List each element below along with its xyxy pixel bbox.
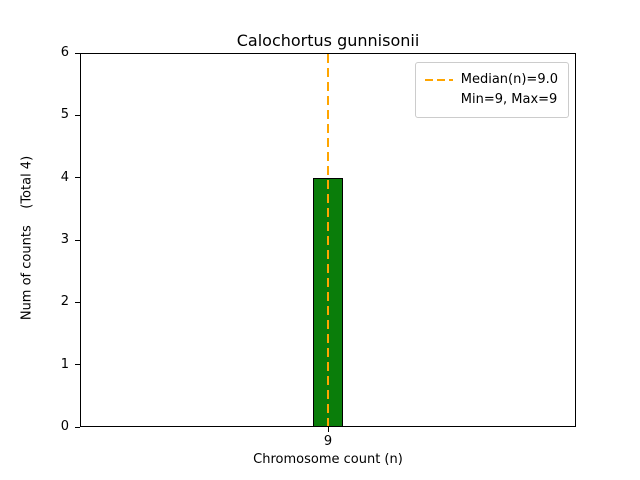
- y-tick-mark: [75, 114, 80, 116]
- y-tick-label: 1: [60, 356, 69, 372]
- y-axis-label: Num of counts (Total 4): [19, 155, 35, 321]
- legend-row: Min=9, Max=9: [425, 90, 558, 110]
- x-axis: 9: [80, 427, 576, 461]
- y-tick-mark: [75, 177, 80, 179]
- y-tick-mark: [75, 301, 80, 303]
- y-tick-label: 2: [60, 294, 69, 310]
- plot-area: Median(n)=9.0 Min=9, Max=9: [80, 53, 576, 427]
- y-tick-label: 6: [60, 45, 69, 60]
- y-tick-mark: [75, 426, 80, 428]
- y-axis: 0 1 2 3 4 5 6: [0, 45, 80, 434]
- x-axis-label: Chromosome count (n): [253, 452, 403, 467]
- y-tick-mark: [75, 364, 80, 366]
- legend-row: Median(n)=9.0: [424, 70, 558, 90]
- median-line: [327, 54, 329, 426]
- y-tick-label: 4: [60, 169, 69, 185]
- median-line-sample-icon: [424, 79, 453, 81]
- legend-label-minmax: Min=9, Max=9: [460, 92, 558, 107]
- y-tick-label: 3: [60, 232, 69, 247]
- legend-label-median: Median(n)=9.0: [460, 72, 558, 87]
- x-tick-label: 9: [323, 434, 333, 449]
- y-tick-label: 0: [60, 419, 69, 434]
- legend: Median(n)=9.0 Min=9, Max=9: [414, 62, 569, 118]
- y-tick-label: 5: [60, 107, 69, 123]
- x-tick-mark: [327, 427, 329, 432]
- chart-title: Calochortus gunnisonii: [236, 31, 420, 50]
- y-tick-mark: [75, 239, 80, 241]
- legend-sample-spacer: [425, 99, 453, 101]
- y-tick-mark: [75, 52, 80, 54]
